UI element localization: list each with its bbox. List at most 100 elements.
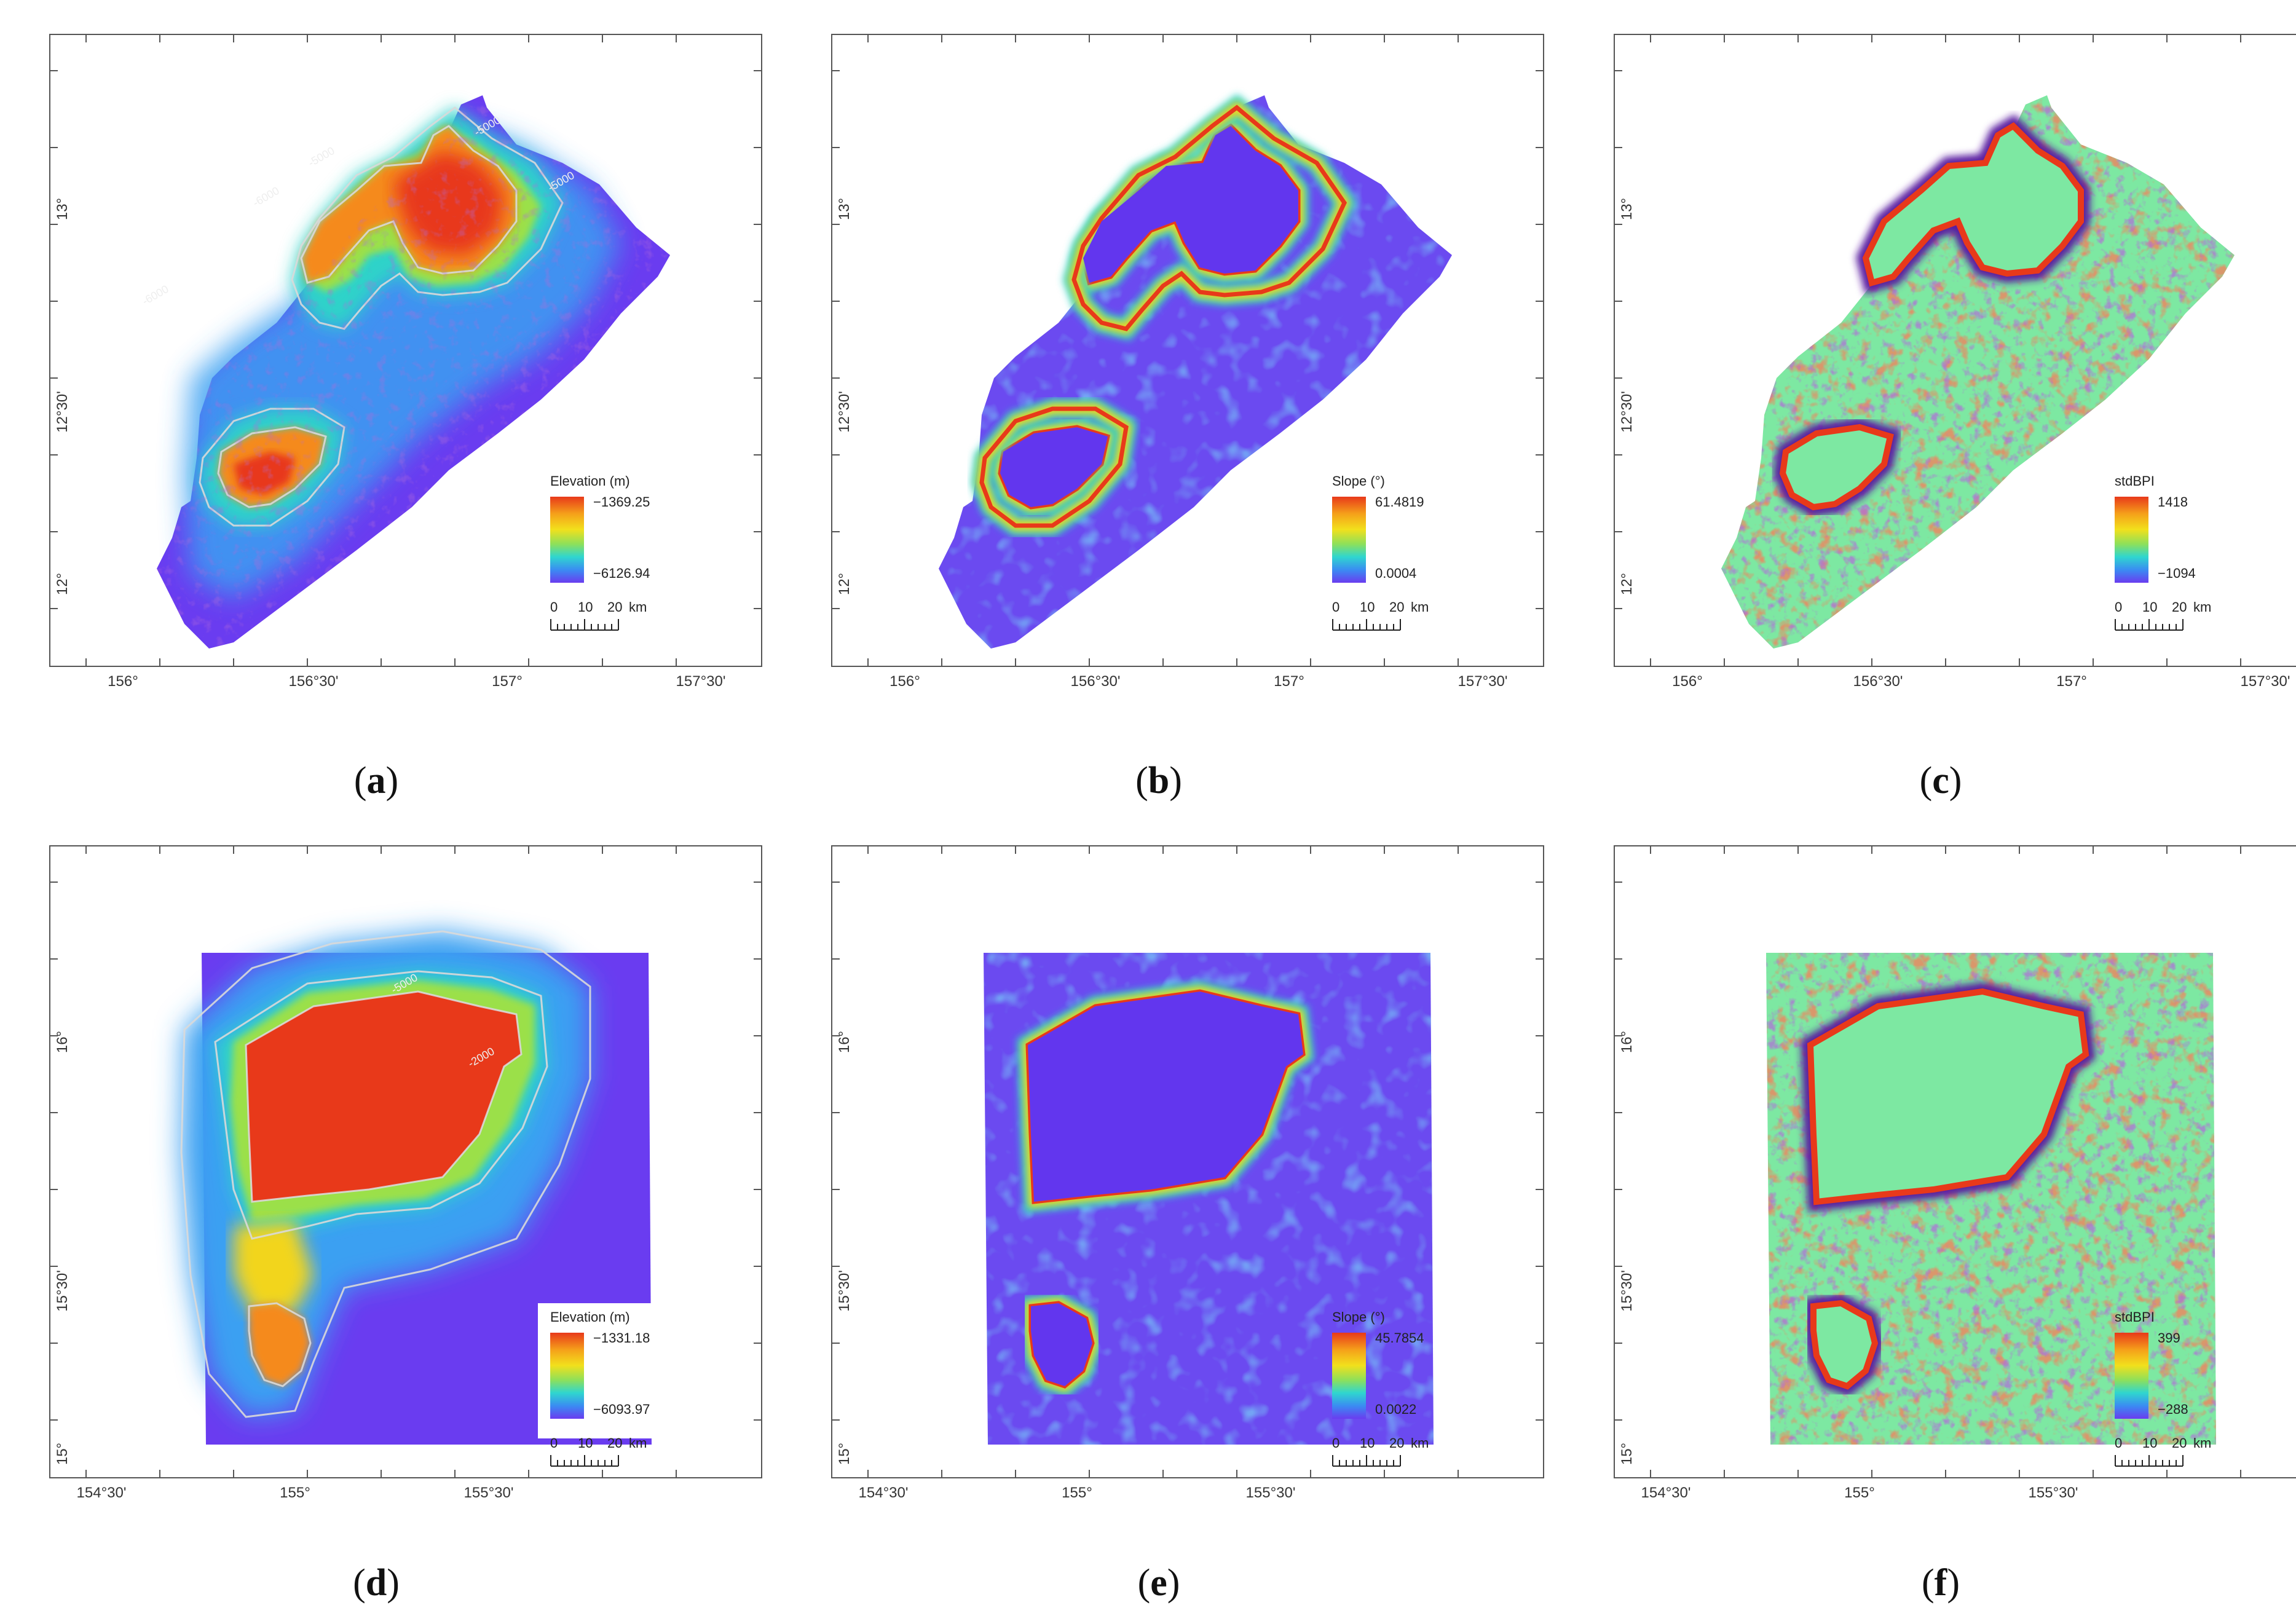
x-tick-label: 157° — [1274, 673, 1304, 690]
legend-color-ramp — [550, 497, 584, 583]
flat-summit — [1031, 1303, 1092, 1386]
x-tick-label: 154°30' — [76, 1485, 127, 1501]
scale-bar — [550, 619, 619, 631]
panel-a: 13° 12°30' 12° 156° 156°30' 157° 157°30' Elevat… — [49, 34, 762, 690]
x-tick-label: 157°30' — [676, 673, 726, 690]
scale-bar-label: 20 — [2172, 1435, 2187, 1451]
x-tick-label: 157° — [492, 673, 523, 690]
scale-bar-label: 10 — [1360, 1435, 1375, 1451]
scale-bar-label: 20 — [607, 1435, 623, 1451]
scale-bar — [2115, 619, 2184, 631]
y-tick-label: 13° — [1619, 197, 1635, 221]
scale-bar-label: 0 — [1332, 599, 1340, 615]
x-tick-label: 154°30' — [1641, 1485, 1691, 1501]
legend-max-value: 61.4819 — [1375, 494, 1424, 510]
x-tick-label: 156°30' — [1853, 673, 1903, 690]
y-tick-label: 15°30' — [836, 1270, 853, 1312]
scale-bar-label: 10 — [2142, 599, 2158, 615]
scale-bar-label: 20 — [1389, 599, 1405, 615]
legend-title: stdBPI — [2115, 1309, 2155, 1325]
y-tick-label: 16° — [54, 1030, 71, 1054]
steepest-edge — [979, 406, 1129, 528]
legend-color-ramp — [550, 1333, 584, 1419]
x-tick-label: 156° — [108, 673, 138, 690]
scale-bar-label: 10 — [2142, 1435, 2158, 1451]
legend-min-value: 0.0004 — [1375, 566, 1417, 581]
legend-min-value: −6126.94 — [593, 566, 650, 581]
legend-max-value: 1418 — [2158, 494, 2188, 510]
scale-bar — [550, 1455, 619, 1467]
y-tick-label: 13° — [54, 197, 71, 221]
contour-line — [245, 990, 523, 1203]
scale-bar — [1332, 619, 1401, 631]
contour-line — [180, 930, 591, 1418]
map-canvas — [1614, 34, 2241, 667]
panel-f: 16° 15°30' 15° 154°30' 155° 155°30' stdBPI 399 −… — [1614, 845, 2296, 1501]
scale-bar-label: 0 — [2115, 599, 2123, 615]
panel-d: 16° 15°30' 15° 154°30' 155° 155°30' Elevation … — [49, 845, 762, 1501]
y-tick-label: 15°30' — [54, 1270, 71, 1312]
bpi-summit-rim — [1810, 1300, 1879, 1390]
legend-max-value: 399 — [2158, 1330, 2180, 1346]
caption-e: (e) — [1137, 1562, 1180, 1604]
y-tick-label: 12°30' — [836, 391, 853, 433]
bpi-summit-rim — [1807, 988, 2089, 1205]
x-tick-label: 155° — [280, 1485, 310, 1501]
frame-ticks — [49, 845, 762, 1478]
x-tick-label: 154°30' — [858, 1485, 909, 1501]
scale-bar — [1332, 1455, 1401, 1467]
legend-max-value: −1369.25 — [593, 494, 650, 510]
legend-title: stdBPI — [2115, 473, 2155, 489]
y-tick-label: 13° — [836, 197, 853, 221]
y-tick-label: 15° — [1619, 1442, 1635, 1465]
x-tick-label: 157° — [2056, 673, 2087, 690]
saddle-yellow — [234, 1220, 314, 1312]
y-tick-label: 16° — [836, 1030, 853, 1054]
frame-ticks — [49, 34, 762, 667]
scale-bar-label: 0 — [550, 1435, 558, 1451]
map-canvas — [49, 845, 762, 1478]
legend-max-value: 45.7854 — [1375, 1330, 1424, 1346]
y-tick-label: 15°30' — [1619, 1270, 1635, 1312]
scale-bar-label: km — [629, 1435, 647, 1451]
panel-e: 16° 15°30' 15° 154°30' 155° 155°30' Slope (°) 4… — [831, 845, 1544, 1501]
x-tick-label: 156° — [890, 673, 920, 690]
frame-ticks — [831, 34, 1544, 667]
scale-bar — [2115, 1455, 2184, 1467]
x-tick-label: 155° — [1062, 1485, 1092, 1501]
scale-bar-label: 20 — [607, 599, 623, 615]
legend-color-ramp — [1332, 1333, 1366, 1419]
elevation-map — [157, 95, 670, 649]
bpi-map — [1766, 953, 2216, 1445]
scale-bar-label: km — [2193, 1435, 2212, 1451]
x-tick-label: 157°30' — [1458, 673, 1508, 690]
frame-ticks — [1614, 845, 2241, 1478]
steepest-edge — [1071, 105, 1347, 331]
southern-spur — [249, 1303, 310, 1386]
scale-bar-label: km — [1411, 599, 1429, 615]
y-tick-label: 12°30' — [54, 391, 71, 433]
caption-d: (d) — [353, 1562, 400, 1604]
scale-bar-label: 20 — [1389, 1435, 1405, 1451]
y-tick-label: 12° — [1619, 572, 1635, 596]
bpi-summit-rim — [1862, 122, 2084, 287]
flat-summit — [1083, 126, 1298, 283]
scale-bar-label: 0 — [1332, 1435, 1340, 1451]
legend-min-value: −6093.97 — [593, 1402, 650, 1417]
legend-min-value: −1094 — [2158, 566, 2196, 581]
scale-bar-label: 10 — [578, 599, 593, 615]
y-tick-label: 12°30' — [1619, 391, 1635, 433]
legend-color-ramp — [1332, 497, 1366, 583]
x-tick-label: 157°30' — [2240, 673, 2290, 690]
legend-title: Slope (°) — [1332, 1309, 1385, 1325]
scale-bar-label: 20 — [2172, 599, 2187, 615]
scale-bar-label: km — [1411, 1435, 1429, 1451]
scale-bar-label: km — [2193, 599, 2212, 615]
legend-min-value: 0.0022 — [1375, 1402, 1417, 1417]
y-tick-label: 16° — [1619, 1030, 1635, 1054]
elevation-map — [180, 930, 652, 1445]
scale-bar-label: 10 — [1360, 599, 1375, 615]
contour-line — [214, 970, 548, 1240]
slope-texture — [939, 95, 1452, 649]
bpi-summit-rim — [1779, 424, 1894, 511]
